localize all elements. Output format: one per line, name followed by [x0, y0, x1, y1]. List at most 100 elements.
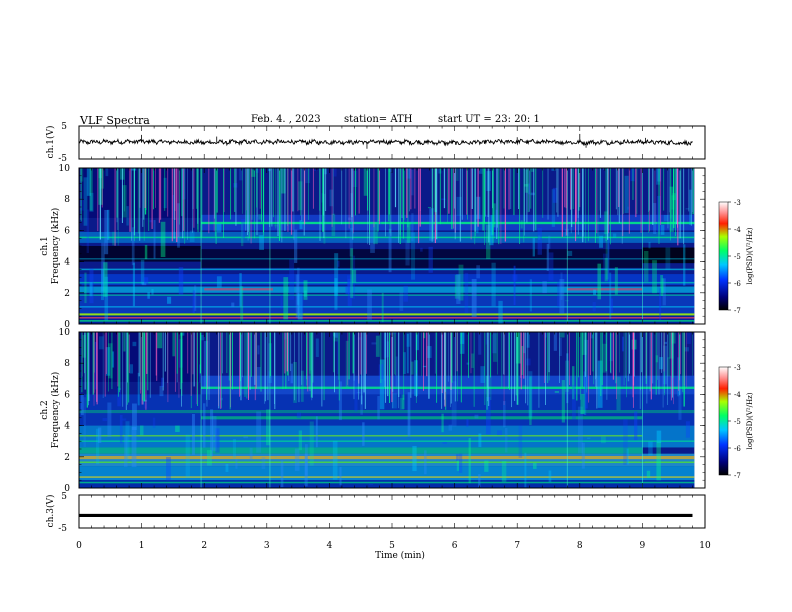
spec-speckle [538, 235, 541, 240]
colorbar-tick-label: -3 [734, 199, 741, 207]
spec-speckle [486, 224, 491, 260]
spec-speckle [652, 260, 657, 294]
spec-speckle [423, 332, 426, 339]
spec-speckle [580, 393, 585, 415]
spec-speckle [106, 209, 110, 240]
spec-speckle [662, 278, 666, 306]
spec-speckle [504, 427, 508, 453]
spec-speckle [241, 219, 245, 239]
spec-speckle [294, 448, 300, 471]
spec-line [201, 221, 695, 225]
spec-speckle [590, 332, 594, 339]
spec-speckle [659, 288, 662, 320]
spec-speckle [626, 448, 629, 465]
spec-speckle [89, 268, 94, 304]
spec-speckle [605, 240, 610, 280]
spec-speckle [313, 170, 318, 171]
spec-speckle [456, 454, 459, 461]
spec-speckle [289, 259, 295, 300]
spec-speckle [351, 255, 356, 299]
freq-tick-label: 4 [64, 422, 70, 432]
spec-speckle [131, 426, 137, 468]
spec-speckle [653, 203, 657, 234]
spec-speckle [161, 377, 165, 387]
spec-speckle [97, 427, 102, 443]
colorbar-tick-label: -4 [734, 226, 741, 234]
spec-speckle [175, 425, 180, 432]
spec-speckle [448, 424, 453, 431]
spec-speckle [410, 361, 414, 375]
spec-speckle [684, 347, 689, 352]
spec-speckle [407, 392, 411, 437]
spec-speckle [345, 286, 350, 295]
spec-speckle [406, 332, 411, 347]
spec-speckle [646, 470, 651, 478]
spec-speckle [493, 203, 496, 228]
spec-band [79, 295, 695, 315]
spec-line [79, 434, 643, 437]
spec-speckle [392, 332, 397, 334]
spec-speckle [486, 375, 489, 410]
spec-speckle [468, 437, 471, 484]
spec-speckle [411, 213, 414, 242]
spec-speckle [524, 452, 527, 488]
spec-speckle [471, 278, 477, 317]
spec-line [79, 268, 695, 271]
spec-speckle [243, 436, 249, 439]
spec-speckle [441, 413, 444, 433]
spec-speckle [412, 445, 417, 472]
spec-speckle [587, 437, 591, 439]
spec-speckle [368, 484, 374, 486]
spec-speckle [529, 376, 532, 426]
spec-speckle [492, 332, 497, 354]
spec-speckle [427, 206, 432, 209]
spec-speckle [630, 168, 635, 182]
spec-speckle [424, 450, 427, 475]
spec-speckle [581, 442, 585, 469]
spec-speckle [621, 336, 624, 352]
spec-line [79, 258, 695, 260]
spec-speckle [533, 463, 537, 469]
spec-speckle [79, 198, 85, 211]
spec-speckle [86, 168, 91, 196]
colorbar-tick-label: -5 [734, 418, 741, 426]
spec-speckle [199, 334, 205, 341]
spec-speckle [95, 428, 100, 465]
spec-speckle [683, 244, 686, 286]
spec-speckle [132, 341, 137, 347]
ch2-colorbar [718, 366, 729, 476]
spec-speckle [411, 232, 416, 280]
spec-speckle [296, 412, 302, 419]
freq-tick-label: 2 [64, 453, 70, 463]
spec-speckle [297, 293, 303, 320]
spec-speckle [356, 392, 361, 394]
spec-speckle [545, 332, 547, 338]
spec-speckle [399, 292, 404, 311]
spec-speckle [144, 399, 147, 402]
spec-line [79, 461, 695, 464]
spec-speckle [478, 474, 481, 487]
spec-speckle [257, 345, 260, 355]
spec-speckle [347, 217, 353, 221]
spec-band [204, 288, 274, 291]
spec-speckle [613, 233, 617, 238]
spec-speckle [132, 262, 136, 307]
spec-speckle [99, 336, 104, 350]
spec-speckle [464, 272, 469, 314]
spec-speckle [239, 168, 243, 181]
spec-speckle [296, 294, 300, 305]
spec-speckle [172, 332, 176, 357]
colorbar-tick-label: -3 [734, 364, 741, 372]
spec-speckle [657, 168, 662, 182]
spec-speckle [297, 181, 303, 211]
spec-speckle [604, 257, 609, 282]
spec-speckle [303, 280, 308, 300]
spec-line [79, 410, 695, 414]
ch1-ytick-top: 5 [61, 122, 67, 132]
spec-speckle [152, 417, 156, 428]
spec-speckle [274, 456, 277, 458]
x-tick-label: 9 [640, 541, 646, 551]
spec-speckle [456, 196, 462, 216]
spec-speckle [280, 294, 283, 309]
spec-line [79, 320, 695, 322]
